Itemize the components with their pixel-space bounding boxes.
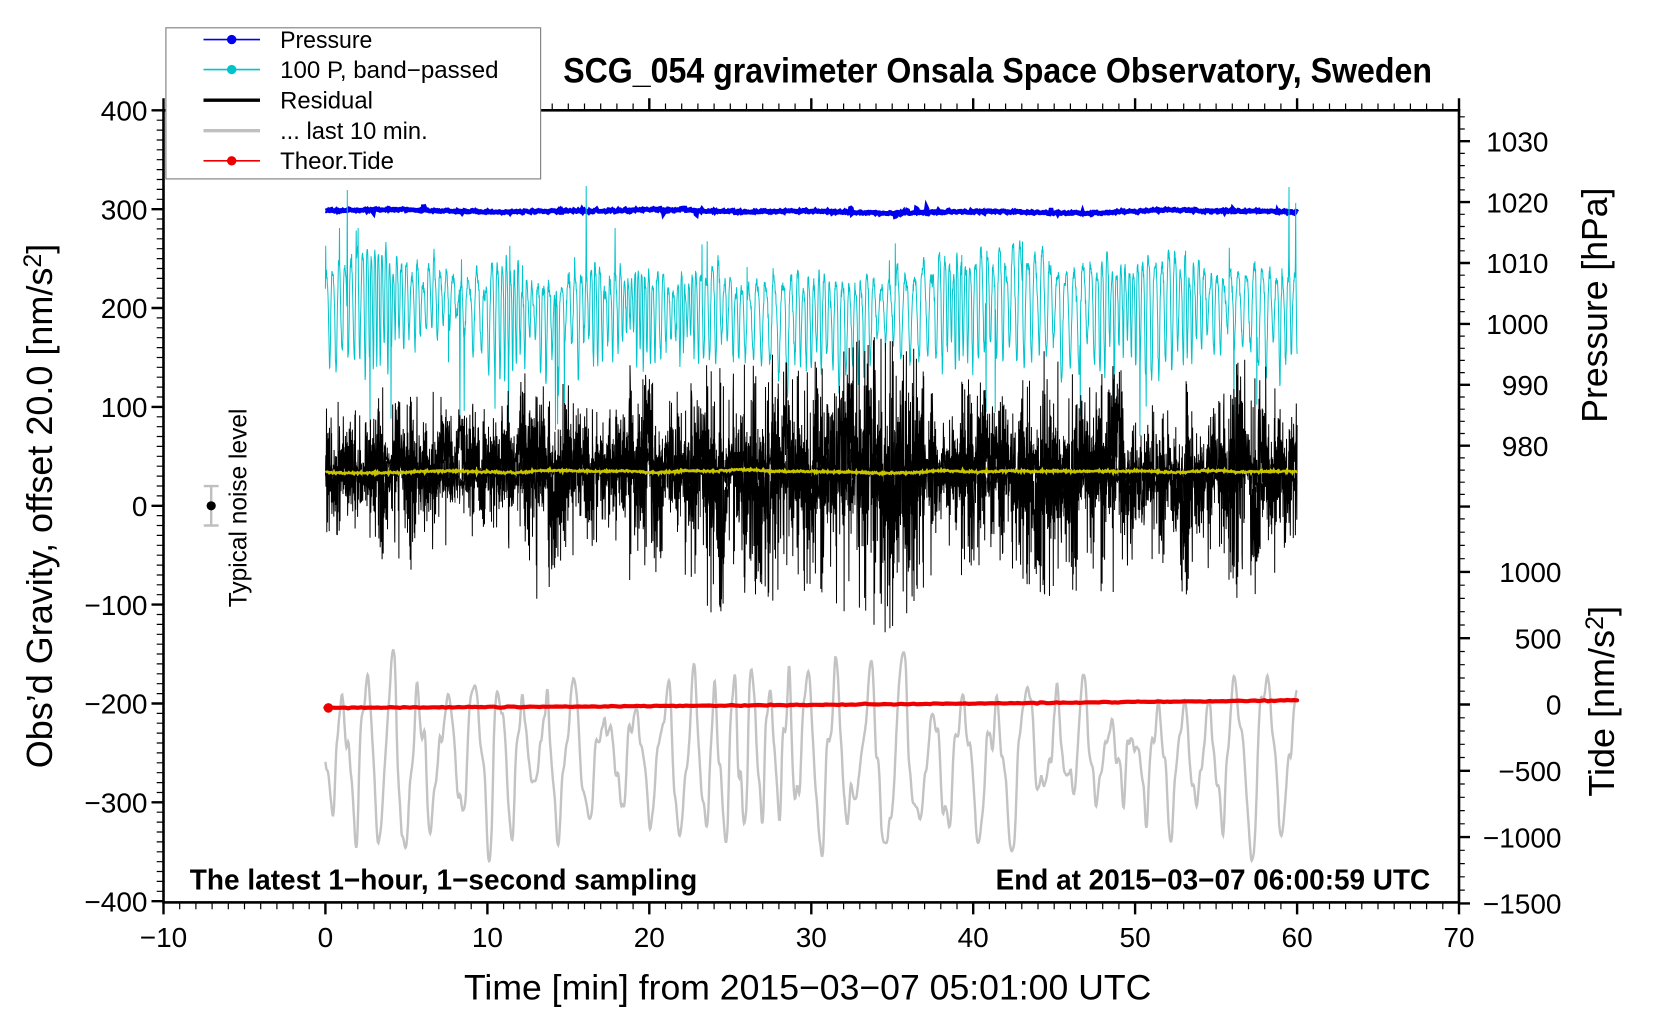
svg-text:−400: −400 — [84, 886, 147, 917]
svg-text:1000: 1000 — [1486, 309, 1548, 340]
svg-text:−1000: −1000 — [1483, 822, 1562, 853]
svg-text:0: 0 — [1546, 690, 1562, 721]
svg-text:Time [min] from 2015−03−07 05:: Time [min] from 2015−03−07 05:01:00 UTC — [464, 968, 1151, 1008]
svg-text:100 P, band−passed: 100 P, band−passed — [280, 57, 498, 84]
svg-text:1030: 1030 — [1486, 126, 1548, 157]
svg-text:0: 0 — [318, 922, 334, 953]
svg-text:300: 300 — [101, 194, 148, 225]
svg-text:Theor.Tide: Theor.Tide — [280, 148, 394, 175]
svg-text:60: 60 — [1282, 922, 1313, 953]
svg-text:Pressure: Pressure — [280, 27, 372, 54]
svg-text:50: 50 — [1120, 922, 1151, 953]
svg-text:40: 40 — [958, 922, 989, 953]
svg-text:The latest 1−hour, 1−second sa: The latest 1−hour, 1−second sampling — [190, 864, 697, 896]
svg-text:End at 2015−03−07 06:00:59 UTC: End at 2015−03−07 06:00:59 UTC — [996, 864, 1431, 896]
svg-text:100: 100 — [101, 392, 148, 423]
svg-text:500: 500 — [1515, 623, 1562, 654]
svg-text:−300: −300 — [84, 788, 147, 819]
svg-text:10: 10 — [472, 922, 503, 953]
svg-text:−500: −500 — [1498, 756, 1561, 787]
svg-text:Tide [nm/s2]: Tide [nm/s2] — [1581, 606, 1622, 797]
svg-text:−1500: −1500 — [1483, 889, 1562, 920]
svg-text:980: 980 — [1502, 431, 1549, 462]
svg-text:1020: 1020 — [1486, 187, 1548, 218]
svg-text:70: 70 — [1443, 922, 1474, 953]
svg-text:−100: −100 — [84, 590, 147, 621]
svg-text:1000: 1000 — [1499, 557, 1561, 588]
svg-text:1010: 1010 — [1486, 248, 1548, 279]
svg-text:200: 200 — [101, 293, 148, 324]
svg-text:Pressure [hPa]: Pressure [hPa] — [1574, 188, 1615, 423]
svg-text:... last 10 min.: ... last 10 min. — [280, 118, 428, 145]
svg-text:Typical noise level: Typical noise level — [225, 409, 253, 608]
svg-text:−200: −200 — [84, 689, 147, 720]
svg-text:0: 0 — [132, 491, 148, 522]
svg-text:400: 400 — [101, 96, 148, 127]
svg-text:20: 20 — [634, 922, 665, 953]
svg-text:SCG_054 gravimeter Onsala Spac: SCG_054 gravimeter Onsala Space Observat… — [563, 51, 1432, 90]
svg-text:Obs’d Gravity, offset 20.0 [nm: Obs’d Gravity, offset 20.0 [nm/s2] — [19, 244, 60, 769]
svg-text:990: 990 — [1502, 370, 1549, 401]
svg-text:−10: −10 — [140, 922, 188, 953]
svg-text:30: 30 — [796, 922, 827, 953]
svg-text:Residual: Residual — [280, 88, 373, 115]
